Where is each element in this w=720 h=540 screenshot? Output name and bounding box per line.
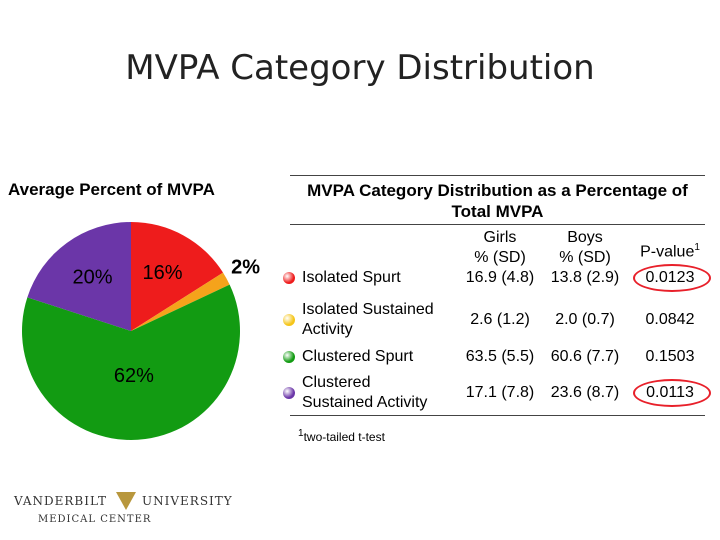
chart-title: Average Percent of MVPA (8, 180, 215, 199)
logo-sub: MEDICAL CENTER (38, 514, 152, 525)
column-header: % (SD) (559, 249, 611, 266)
row-label: Isolated Spurt (302, 269, 401, 286)
table-cell: 0.1503 (645, 348, 695, 365)
row-label: Activity (302, 321, 353, 338)
table-cell: 2.0 (0.7) (555, 311, 615, 328)
row-bullet (283, 272, 295, 284)
pie-slice (27, 222, 131, 331)
table-cell: 13.8 (2.9) (550, 269, 620, 286)
table-rule (290, 175, 705, 176)
table-cell: 2.6 (1.2) (470, 311, 530, 328)
slice-label: 2% (231, 256, 260, 278)
pie-chart: 16% 2% 62% 20% (21, 222, 260, 440)
row-bullet (283, 314, 295, 326)
header-note: 1 (694, 242, 700, 253)
row-label: Isolated Sustained (302, 301, 434, 318)
table-rule (290, 415, 705, 416)
row-label: Sustained Activity (302, 394, 428, 411)
column-header: Boys (567, 229, 603, 246)
pie-slice (131, 272, 230, 331)
table-cell: 23.6 (8.7) (550, 384, 620, 401)
column-header: % (SD) (474, 249, 526, 266)
slice-label: 20% (73, 266, 113, 288)
pie-slice (131, 222, 224, 331)
footnote: 1two-tailed t-test (298, 428, 385, 444)
logo-name: UNIVERSITY (142, 494, 233, 508)
highlight-circle (633, 379, 711, 407)
slide-title: MVPA Category Distribution (125, 48, 595, 88)
table-rule (290, 224, 705, 225)
table-cell: 60.6 (7.7) (550, 348, 620, 365)
slice-label: 62% (114, 365, 154, 387)
footnote-mark: 1 (298, 428, 304, 439)
highlight-circle (633, 264, 711, 292)
table-cell: 63.5 (5.5) (465, 348, 535, 365)
pie-slice (21, 284, 240, 440)
table-title: MVPA Category Distribution as a Percenta… (307, 181, 688, 221)
row-label: Clustered Spurt (302, 348, 414, 365)
row-bullet (283, 387, 295, 399)
column-header: Girls (483, 229, 517, 246)
logo-name: VANDERBILT (14, 494, 107, 508)
slice-label: 16% (142, 262, 182, 284)
column-header: P-value1 (640, 242, 700, 261)
table-cell: 16.9 (4.8) (465, 269, 535, 286)
row-label: Clustered (302, 374, 371, 391)
table-cell: 0.0842 (645, 311, 695, 328)
row-bullet (283, 351, 295, 363)
table-cell: 17.1 (7.8) (465, 384, 535, 401)
footnote-text: two-tailed t-test (303, 430, 385, 444)
logo-shield (116, 492, 136, 510)
